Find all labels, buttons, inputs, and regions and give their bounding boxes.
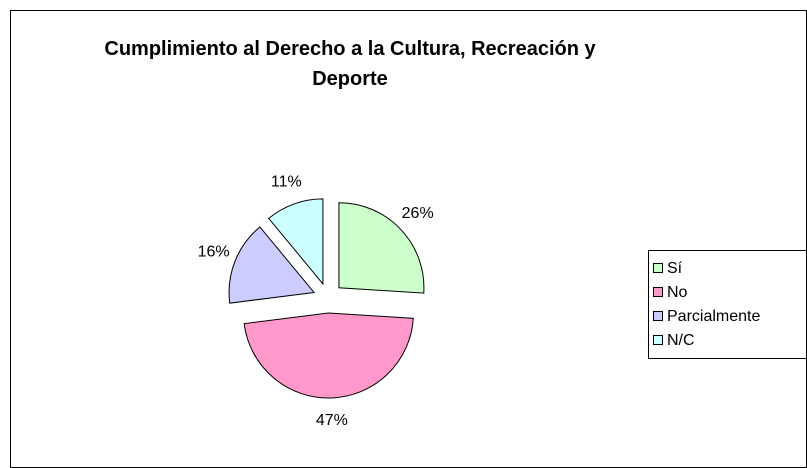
legend-swatch xyxy=(653,311,663,321)
data-label: 26% xyxy=(402,205,434,222)
data-label-value: 11 xyxy=(271,173,288,190)
legend-label: N/C xyxy=(667,332,695,349)
data-label-value: 16 xyxy=(198,244,216,261)
data-label: 47% xyxy=(316,412,348,429)
legend-box xyxy=(648,250,807,359)
percent-sign: % xyxy=(215,244,229,261)
data-label: 11% xyxy=(271,173,302,190)
legend-label: Parcialmente xyxy=(667,308,760,325)
pie-slice xyxy=(338,202,425,294)
data-label-value: 26 xyxy=(402,205,420,222)
percent-sign: % xyxy=(334,412,348,429)
legend-swatch xyxy=(653,287,663,297)
legend-label: Sí xyxy=(667,260,683,277)
legend-swatch xyxy=(653,335,663,345)
pie-slice xyxy=(268,198,324,286)
legend-swatch xyxy=(653,263,663,273)
data-label: 16% xyxy=(198,244,230,261)
percent-sign: % xyxy=(288,173,302,190)
pie-slice xyxy=(243,312,414,399)
data-label-value: 47 xyxy=(316,412,334,429)
percent-sign: % xyxy=(419,205,433,222)
chart-title: Cumplimiento al Derecho a la Cultura, Re… xyxy=(104,38,596,90)
legend-label: No xyxy=(667,284,688,301)
pie-slice xyxy=(228,226,316,304)
